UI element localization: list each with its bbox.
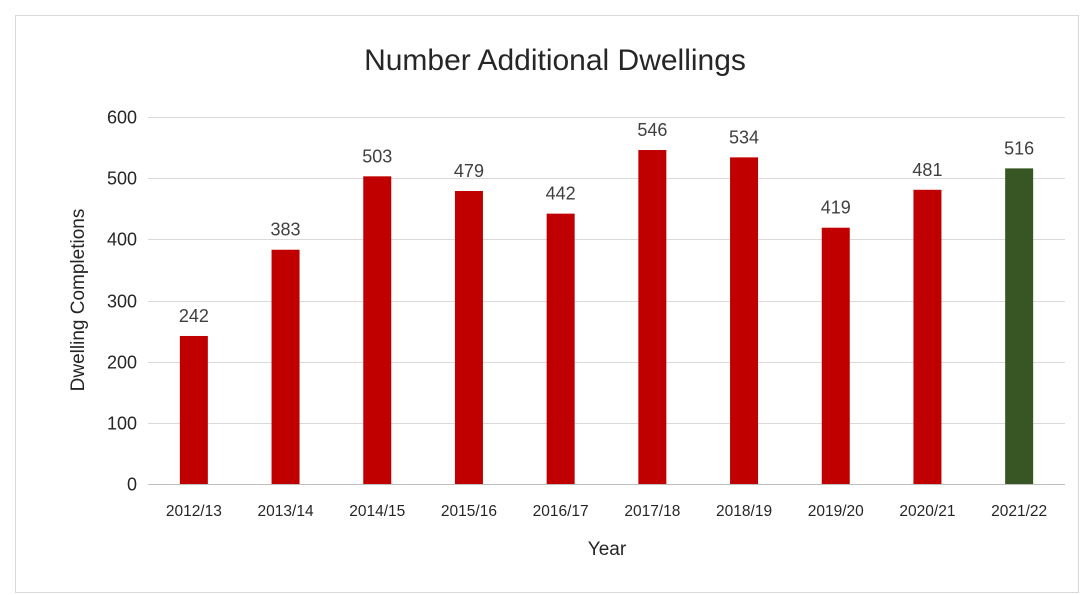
bar-2013-14 [271,249,300,484]
bar-2020-21 [913,189,942,484]
x-tick-label: 2016/17 [533,503,589,520]
x-tick-label: 2012/13 [166,503,222,520]
data-label: 534 [729,127,759,147]
data-label: 546 [637,120,667,140]
bars [179,150,1034,485]
bar-2016-17 [546,213,575,485]
x-tick-label: 2017/18 [624,503,680,520]
y-axis-ticks: 0 100 200 300 400 500 600 [107,108,137,495]
data-label: 383 [271,220,301,240]
y-tick-label: 400 [107,230,137,250]
x-tick-label: 2015/16 [441,503,497,520]
chart-title: Number Additional Dwellings [364,44,746,77]
data-label: 442 [546,184,576,204]
data-label: 242 [179,306,209,326]
bar-2018-19 [730,157,759,484]
data-label: 419 [821,198,851,218]
bar-2014-15 [363,176,392,484]
bar-2017-18 [638,150,667,484]
y-tick-label: 600 [107,108,137,128]
data-label: 479 [454,161,484,181]
data-label: 516 [1004,138,1034,158]
x-tick-label: 2021/22 [991,503,1047,520]
x-tick-label: 2013/14 [258,503,314,520]
bar-2021-22 [1005,168,1034,484]
data-labels: 242 383 503 479 442 546 534 419 481 516 [179,120,1034,326]
y-tick-label: 500 [107,169,137,189]
y-axis-label: Dwelling Completions [68,209,89,392]
x-tick-label: 2014/15 [349,503,405,520]
y-tick-label: 100 [107,414,137,434]
bar-2015-16 [454,191,483,485]
data-label: 481 [912,160,942,180]
y-tick-label: 0 [127,475,137,495]
gridlines [148,117,1065,485]
data-label: 503 [362,146,392,166]
bar-2019-20 [821,227,850,484]
x-tick-label: 2018/19 [716,503,772,520]
x-tick-label: 2020/21 [899,503,955,520]
chart-frame [15,15,1079,593]
bar-2012-13 [179,335,208,484]
y-tick-label: 300 [107,292,137,312]
x-axis-ticks: 2012/13 2013/14 2014/15 2015/16 2016/17 2017/… [166,503,1047,520]
x-axis-label: Year [588,539,627,560]
x-tick-label: 2019/20 [808,503,864,520]
y-tick-label: 200 [107,353,137,373]
